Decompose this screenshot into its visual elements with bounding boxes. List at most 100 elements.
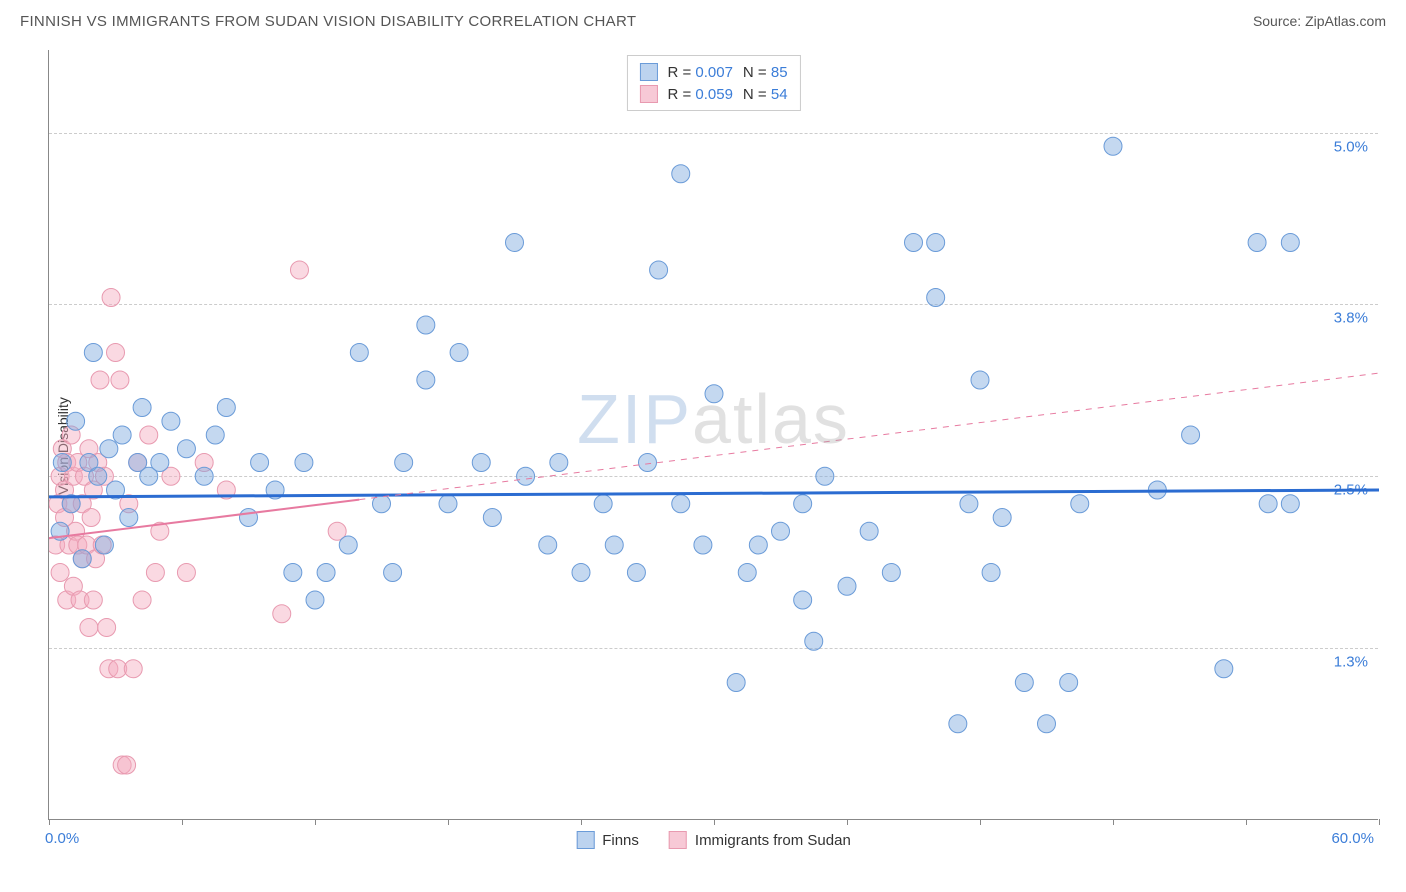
scatter-point <box>80 619 98 637</box>
scatter-point <box>572 564 590 582</box>
scatter-point <box>749 536 767 554</box>
scatter-point <box>395 454 413 472</box>
scatter-point <box>53 454 71 472</box>
trend-line-dashed <box>359 373 1379 500</box>
scatter-point <box>1259 495 1277 513</box>
scatter-point <box>51 564 69 582</box>
scatter-point <box>672 495 690 513</box>
scatter-point <box>772 522 790 540</box>
scatter-point <box>384 564 402 582</box>
scatter-point <box>1038 715 1056 733</box>
scatter-point <box>140 426 158 444</box>
scatter-point <box>993 509 1011 527</box>
scatter-point <box>1060 674 1078 692</box>
scatter-point <box>73 550 91 568</box>
scatter-point <box>240 509 258 527</box>
legend-stats-row: R = 0.059 N = 54 <box>639 83 787 105</box>
scatter-point <box>113 426 131 444</box>
scatter-point <box>295 454 313 472</box>
scatter-point <box>151 454 169 472</box>
scatter-point <box>107 344 125 362</box>
scatter-point <box>206 426 224 444</box>
scatter-point <box>727 674 745 692</box>
legend-bottom: Finns Immigrants from Sudan <box>576 831 851 849</box>
chart-title: FINNISH VS IMMIGRANTS FROM SUDAN VISION … <box>20 13 636 30</box>
legend-stats-row: R = 0.007 N = 85 <box>639 61 787 83</box>
scatter-point <box>472 454 490 472</box>
scatter-point <box>98 619 116 637</box>
scatter-point <box>82 509 100 527</box>
scatter-point <box>118 756 136 774</box>
scatter-point <box>483 509 501 527</box>
scatter-point <box>91 371 109 389</box>
scatter-point <box>284 564 302 582</box>
scatter-point <box>350 344 368 362</box>
scatter-point <box>120 509 138 527</box>
scatter-point <box>111 371 129 389</box>
scatter-point <box>639 454 657 472</box>
scatter-point <box>1071 495 1089 513</box>
scatter-point <box>838 577 856 595</box>
scatter-point <box>816 467 834 485</box>
scatter-point <box>605 536 623 554</box>
legend-swatch-icon <box>639 85 657 103</box>
scatter-point <box>805 632 823 650</box>
scatter-point <box>146 564 164 582</box>
scatter-point <box>251 454 269 472</box>
legend-swatch-icon <box>576 831 594 849</box>
scatter-point <box>217 399 235 417</box>
scatter-point <box>195 467 213 485</box>
legend-stat-r: R = 0.059 <box>667 86 732 103</box>
scatter-point <box>95 536 113 554</box>
legend-item: Immigrants from Sudan <box>669 831 851 849</box>
x-axis-min-label: 0.0% <box>45 830 79 847</box>
trend-line <box>49 490 1379 497</box>
scatter-point <box>133 399 151 417</box>
scatter-point <box>100 440 118 458</box>
scatter-point <box>650 261 668 279</box>
scatter-point <box>1248 234 1266 252</box>
scatter-point <box>84 591 102 609</box>
scatter-point <box>450 344 468 362</box>
scatter-point <box>273 605 291 623</box>
scatter-point <box>306 591 324 609</box>
scatter-point <box>949 715 967 733</box>
scatter-point <box>738 564 756 582</box>
scatter-point <box>672 165 690 183</box>
scatter-point <box>1281 234 1299 252</box>
legend-stat-r: R = 0.007 <box>667 64 732 81</box>
legend-item-label: Finns <box>602 832 639 849</box>
x-tick <box>1379 819 1380 825</box>
legend-swatch-icon <box>639 63 657 81</box>
scatter-point <box>794 591 812 609</box>
scatter-point <box>417 371 435 389</box>
scatter-point <box>705 385 723 403</box>
scatter-point <box>550 454 568 472</box>
legend-stat-n: N = 54 <box>743 86 788 103</box>
legend-item-label: Immigrants from Sudan <box>695 832 851 849</box>
chart-source: Source: ZipAtlas.com <box>1253 13 1386 29</box>
legend-stat-n: N = 85 <box>743 64 788 81</box>
scatter-point <box>177 440 195 458</box>
scatter-point <box>124 660 142 678</box>
scatter-point <box>102 289 120 307</box>
scatter-point <box>860 522 878 540</box>
scatter-point <box>133 591 151 609</box>
scatter-point <box>1015 674 1033 692</box>
scatter-point <box>1182 426 1200 444</box>
scatter-point <box>317 564 335 582</box>
scatter-point <box>927 289 945 307</box>
plot-svg-layer <box>49 50 1379 820</box>
chart-header: FINNISH VS IMMIGRANTS FROM SUDAN VISION … <box>0 0 1406 42</box>
scatter-point <box>882 564 900 582</box>
scatter-point <box>905 234 923 252</box>
scatter-point <box>1215 660 1233 678</box>
scatter-point <box>506 234 524 252</box>
legend-swatch-icon <box>669 831 687 849</box>
scatter-point <box>1281 495 1299 513</box>
scatter-point <box>290 261 308 279</box>
scatter-point <box>439 495 457 513</box>
scatter-point <box>67 412 85 430</box>
scatter-point <box>594 495 612 513</box>
x-axis-max-label: 60.0% <box>1331 830 1374 847</box>
